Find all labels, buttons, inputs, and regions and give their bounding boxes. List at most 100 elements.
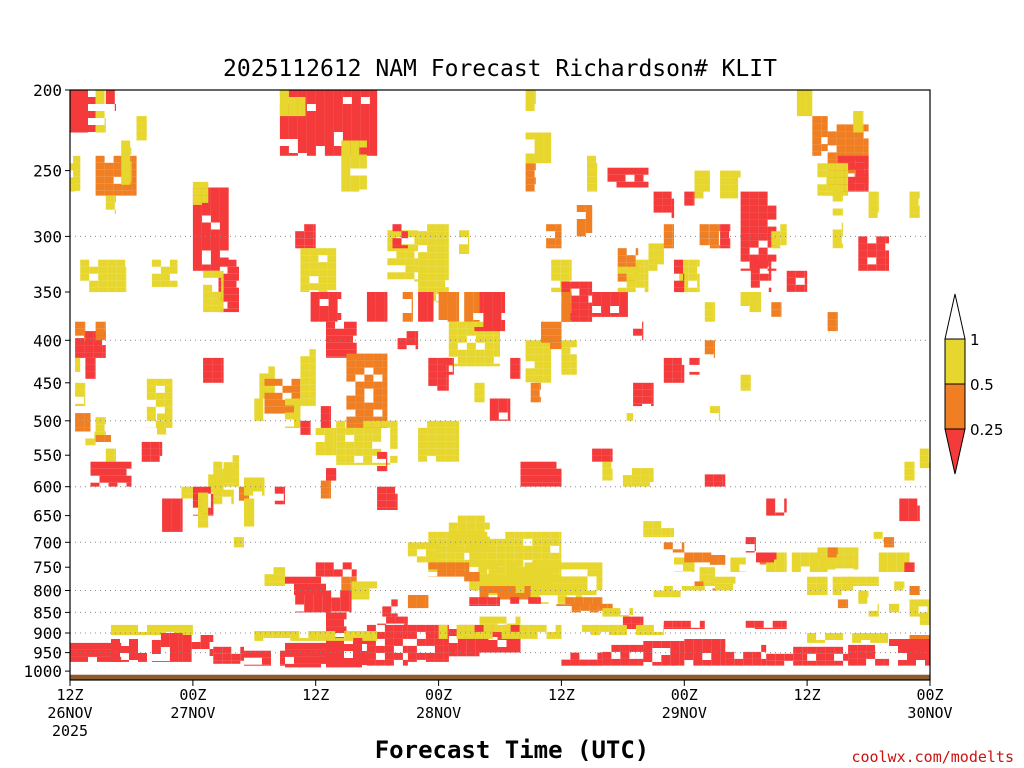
ri-cell	[515, 593, 525, 600]
ri-cell	[740, 299, 750, 306]
ri-cell	[192, 202, 202, 205]
ri-cell	[318, 262, 328, 270]
ri-lowlevel-cell	[178, 654, 183, 661]
ri-cell	[602, 608, 612, 616]
ri-cell	[767, 212, 777, 220]
ri-cell	[192, 215, 202, 223]
ri-cell	[530, 396, 540, 403]
ri-cell	[349, 604, 352, 612]
ri-lowlevel-cell	[916, 639, 925, 646]
ri-cell	[387, 230, 397, 238]
ri-cell	[768, 273, 772, 281]
ri-cell	[259, 387, 269, 395]
ri-cell	[853, 125, 863, 132]
ri-cell	[484, 342, 494, 350]
ri-cell	[279, 104, 289, 111]
ri-lowlevel-cell	[546, 631, 556, 639]
ri-cell	[864, 176, 869, 184]
ri-cell	[867, 264, 877, 271]
ri-cell	[288, 125, 298, 132]
ri-cell	[456, 299, 460, 306]
ri-cell	[771, 231, 781, 239]
ri-lowlevel-cell	[294, 656, 303, 664]
ri-cell	[329, 494, 331, 499]
ri-cell	[268, 373, 275, 381]
ri-cell	[130, 168, 132, 176]
ri-cell	[827, 554, 837, 558]
ri-cell	[634, 181, 644, 188]
ri-cell	[309, 420, 311, 428]
ri-lowlevel-cell	[670, 655, 680, 662]
ri-cell	[488, 586, 498, 593]
ri-lowlevel-cell	[825, 660, 835, 666]
ri-cell	[483, 382, 485, 390]
ri-cell	[771, 245, 781, 249]
ri-cell	[556, 475, 562, 483]
ri-cell	[775, 559, 785, 567]
ri-cell	[468, 237, 470, 245]
ri-cell	[327, 276, 337, 284]
ri-lowlevel-cell	[353, 658, 362, 665]
ri-lowlevel-cell	[147, 631, 156, 635]
ri-lowlevel-cell	[263, 631, 273, 638]
ri-cell	[739, 557, 746, 565]
ri-cell	[438, 292, 448, 299]
ri-cell	[406, 331, 416, 339]
ri-cell	[826, 184, 836, 192]
ri-cell	[418, 266, 428, 274]
ri-cell	[104, 328, 106, 336]
ri-cell	[116, 273, 126, 281]
ri-cell	[754, 537, 756, 545]
ri-cell	[825, 590, 828, 595]
ri-cell	[846, 606, 849, 609]
ri-cell	[836, 159, 846, 167]
ri-cell	[221, 378, 224, 383]
ri-lowlevel-cell	[303, 663, 312, 668]
ri-cell	[663, 357, 673, 365]
ri-cell	[694, 184, 704, 192]
ri-lowlevel-cell	[407, 645, 417, 653]
ri-cell	[663, 371, 673, 379]
ri-lowlevel-cell	[434, 652, 444, 660]
ri-lowlevel-cell	[670, 648, 680, 655]
ri-lowlevel-cell	[784, 653, 794, 661]
ri-cell	[616, 167, 626, 175]
ri-lowlevel-cell	[254, 638, 264, 641]
colorbar-bin-mid	[944, 383, 966, 430]
ri-cell	[437, 562, 447, 570]
ri-cell	[98, 287, 108, 293]
ri-cell	[469, 531, 479, 539]
ri-cell	[446, 552, 456, 560]
ri-lowlevel-cell	[375, 631, 385, 639]
ri-cell	[827, 152, 837, 160]
ri-cell	[602, 475, 612, 481]
ri-cell	[427, 280, 437, 288]
ri-cell	[340, 597, 350, 605]
ri-cell	[642, 389, 652, 397]
ri-cell	[479, 593, 489, 600]
ri-cell	[121, 168, 131, 176]
ri-lowlevel-cell	[802, 660, 808, 666]
ri-lowlevel-cell	[375, 645, 385, 653]
ri-cell	[113, 169, 123, 177]
ri-cell	[468, 244, 470, 252]
ri-cell	[282, 385, 292, 393]
ri-cell	[162, 519, 172, 527]
ri-lowlevel-cell	[866, 651, 876, 659]
ri-cell	[867, 250, 877, 258]
ri-cell	[837, 155, 847, 163]
ri-cell	[300, 370, 310, 378]
ri-cell	[758, 299, 762, 306]
ri-cell	[369, 104, 378, 111]
ri-cell	[749, 233, 759, 241]
ri-cell	[729, 184, 739, 192]
ri-cell	[699, 581, 709, 586]
ri-cell	[70, 97, 79, 104]
ri-cell	[885, 236, 889, 244]
ri-lowlevel-cell	[262, 657, 271, 665]
ri-cell	[213, 496, 223, 504]
ri-cell	[98, 259, 108, 267]
ri-cell	[534, 375, 544, 383]
ri-cell	[425, 602, 429, 609]
ri-lowlevel-cell	[537, 624, 547, 632]
